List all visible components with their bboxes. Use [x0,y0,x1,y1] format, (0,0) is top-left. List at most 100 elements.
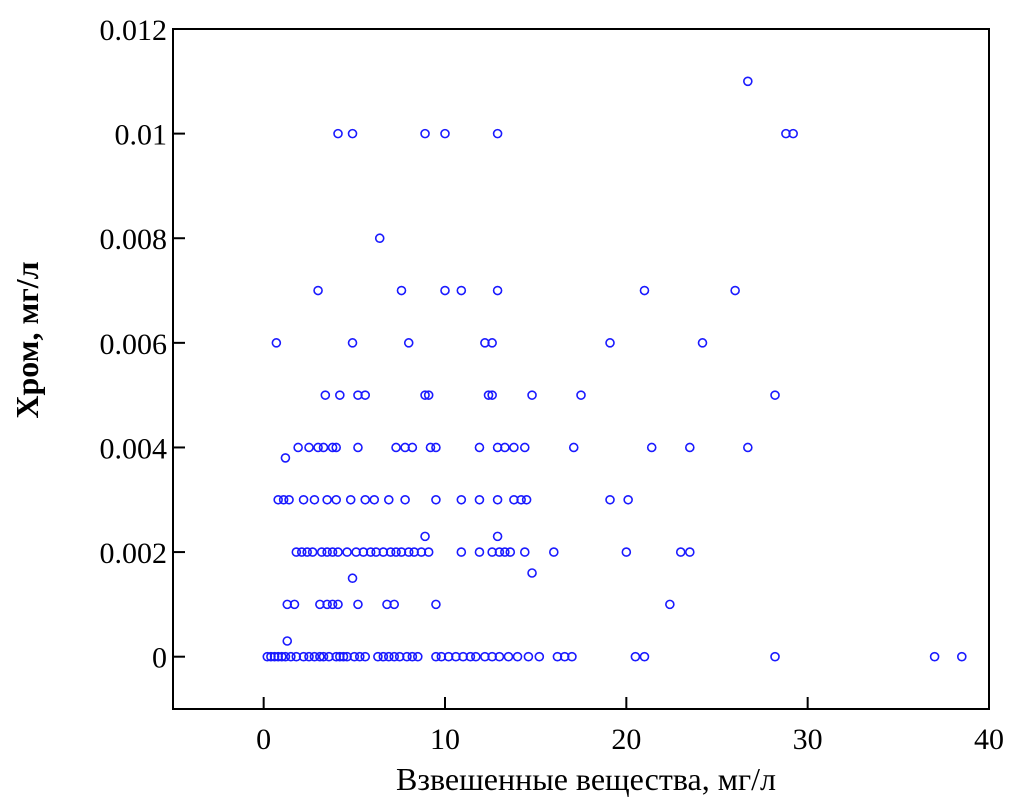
data-point [383,651,394,662]
data-point [315,651,325,662]
data-point [697,338,708,348]
y-axis-title: Хром, мг/л [9,261,45,418]
data-point [509,442,519,453]
data-point [322,494,332,505]
y-axis-ticks: 0 0.002 0.004 0.006 0.008 0.01 0.012 [100,14,185,675]
x-tick-label: 20 [611,723,641,756]
data-point [383,494,394,505]
data-point [684,547,695,557]
data-point [385,547,396,557]
data-point [391,442,401,453]
data-point [302,547,312,557]
data-point [684,442,695,453]
data-point [516,494,526,505]
data-point [456,547,467,557]
data-point [327,442,338,453]
x-tick-label: 40 [974,723,1004,756]
data-point [492,128,503,139]
data-points [262,76,967,662]
data-point [730,285,740,296]
data-point [456,285,467,296]
data-point [519,547,530,557]
data-point [487,338,497,348]
data-point [743,442,753,453]
data-point [403,547,414,557]
data-point [335,390,345,400]
data-point [345,494,356,505]
data-point [407,651,418,662]
data-point [291,547,302,557]
data-point [402,651,412,662]
data-point [639,651,650,662]
data-point [474,547,485,557]
data-point [309,494,320,505]
data-point [623,494,633,505]
data-point [391,547,401,557]
data-point [304,651,314,662]
data-point [474,442,485,453]
data-point [293,442,303,453]
data-point [440,128,450,139]
data-point [322,547,332,557]
data-point [320,390,331,400]
data-point [289,599,300,610]
data-point [333,599,343,610]
data-point [318,651,329,662]
data-point [521,494,532,505]
data-point [286,651,296,662]
data-point [630,651,641,662]
data-point [483,390,494,400]
data-point [284,494,294,505]
data-point [331,442,342,453]
x-axis-ticks: 0 10 20 30 40 [256,697,1004,756]
y-tick-label: 0.006 [100,328,168,361]
x-tick-label: 0 [256,723,271,756]
data-point [304,442,314,453]
data-point [548,547,559,557]
data-point [327,599,338,610]
y-tick-label: 0.012 [100,14,168,47]
data-point [327,547,338,557]
data-point [494,651,505,662]
data-point [770,651,780,662]
data-point [307,547,318,557]
data-point [353,599,363,610]
data-point [431,651,441,662]
data-point [665,599,675,610]
data-point [347,128,358,139]
data-point [412,651,423,662]
data-point [347,338,358,348]
data-point [400,494,410,505]
data-point [374,233,385,244]
y-tick-label: 0.01 [115,119,168,152]
data-point [360,390,371,400]
x-tick-label: 10 [430,723,460,756]
data-point [278,494,289,505]
data-point [333,547,343,557]
data-point [423,547,434,557]
y-tick-label: 0.002 [100,537,168,570]
data-point [309,651,320,662]
data-point [389,599,400,610]
data-point [492,285,503,296]
data-point [282,636,293,646]
data-point [527,568,537,578]
data-point [378,651,389,662]
data-point [770,390,780,400]
data-point [365,547,376,557]
data-point [465,651,476,662]
y-tick-label: 0.004 [100,432,168,465]
data-point [420,531,430,542]
data-point [331,494,342,505]
data-point [313,285,323,296]
data-point [929,651,940,662]
data-point [523,651,534,662]
data-point [296,547,307,557]
data-point [420,128,430,139]
data-point [389,651,400,662]
data-point [322,599,332,610]
data-point [354,651,365,662]
data-point [743,76,753,87]
y-tick-label: 0.008 [100,223,168,256]
